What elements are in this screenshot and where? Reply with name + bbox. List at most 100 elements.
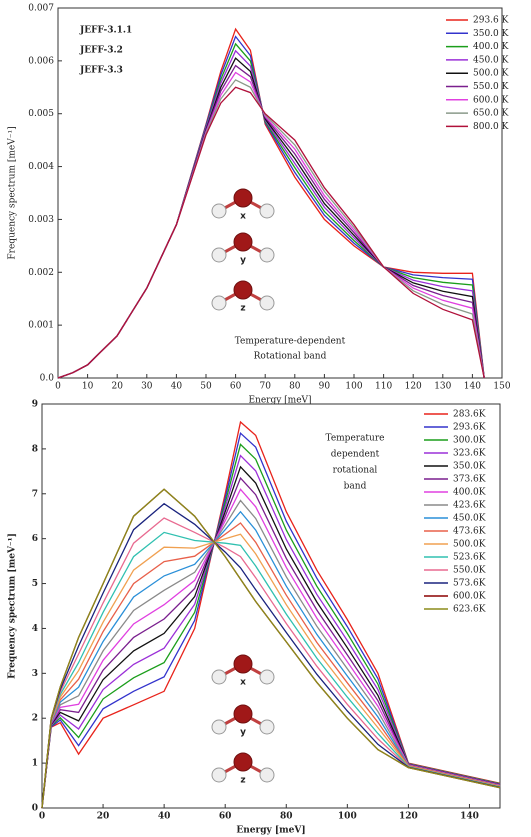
axis-letter: x — [240, 678, 246, 688]
y-tick-label: 0 — [32, 804, 38, 814]
legend-label: 293.6K — [453, 423, 486, 433]
legend-label: 523.6K — [453, 553, 486, 563]
y-tick-label: 0.005 — [28, 109, 54, 119]
x-tick-label: 140 — [460, 812, 479, 822]
x-tick-label: 20 — [111, 382, 123, 392]
x-tick-label: 70 — [259, 382, 271, 392]
molecule-icon — [211, 280, 275, 311]
oxygen — [233, 188, 253, 208]
series-line — [57, 27, 485, 379]
hydrogen — [211, 767, 227, 783]
x-tick-label: 80 — [289, 382, 301, 392]
legend-label: 573.6K — [453, 579, 486, 589]
y-axis-label: Frequency spectrum [meV⁻¹] — [8, 533, 18, 679]
legend-label: 450.0 K — [473, 55, 509, 65]
series-line — [41, 533, 501, 809]
x-tick-label: 10 — [82, 382, 94, 392]
hydrogen — [211, 669, 227, 685]
legend-label: 600.0K — [453, 592, 486, 602]
legend-label: 400.0K — [453, 488, 486, 498]
annotation: JEFF-3.3 — [79, 66, 123, 76]
molecule-icon — [211, 704, 275, 735]
series-line — [41, 465, 501, 809]
legend-label: 323.6K — [453, 449, 486, 459]
y-tick-label: 0.007 — [28, 4, 54, 14]
axis-letter: z — [240, 304, 245, 314]
x-tick-label: 30 — [141, 382, 153, 392]
y-tick-label: 0.006 — [28, 56, 54, 66]
x-tick-label: 100 — [338, 812, 357, 822]
x-tick-label: 0 — [55, 382, 61, 392]
molecule-icon — [211, 752, 275, 783]
hydrogen — [259, 669, 275, 685]
y-tick-label: 3 — [32, 669, 38, 679]
chart: 0 20 40 60 80 100 120 140 0 1 2 3 4 5 6 7 8 9 Energy [meV]… — [8, 400, 501, 836]
hydrogen — [259, 767, 275, 783]
x-tick-label: 120 — [399, 812, 418, 822]
legend-label: 550.0K — [453, 566, 486, 576]
legend-label: 800.0 K — [473, 122, 509, 132]
y-tick-label: 6 — [32, 534, 38, 544]
x-tick-label: 0 — [39, 812, 45, 822]
x-tick-label: 40 — [158, 812, 171, 822]
molecule-icon — [211, 188, 275, 219]
legend-label: 350.0 K — [473, 29, 509, 39]
y-tick-label: 0.001 — [28, 321, 54, 331]
y-tick-label: 0.004 — [28, 162, 54, 172]
y-tick-label: 5 — [32, 579, 38, 589]
y-tick-label: 0.002 — [28, 268, 54, 278]
series-line — [57, 64, 485, 379]
series-line — [41, 522, 501, 809]
axis-letter: x — [240, 212, 246, 222]
series-line — [41, 431, 501, 809]
series-line — [41, 476, 501, 809]
annotation: Temperature-dependent — [235, 337, 346, 347]
hydrogen — [211, 295, 227, 311]
y-tick-label: 0.003 — [28, 215, 54, 225]
x-tick-label: 150 — [493, 382, 510, 392]
plot-frame — [41, 403, 501, 809]
axis-letter: z — [240, 776, 245, 786]
series-line — [41, 488, 501, 809]
legend-label: 473.6K — [453, 527, 486, 537]
x-tick-label: 120 — [405, 382, 422, 392]
annotation: rotational — [333, 466, 378, 476]
legend-label: 623.6K — [453, 605, 486, 615]
legend-label: 373.6K — [453, 475, 486, 485]
legend-label: 500.0 K — [473, 69, 509, 79]
y-tick-label: 1 — [32, 759, 38, 769]
axis-letter: y — [240, 728, 246, 738]
x-tick-label: 60 — [230, 382, 242, 392]
x-tick-label: 20 — [97, 812, 110, 822]
hydrogen — [259, 295, 275, 311]
legend-label: 300.0K — [453, 436, 486, 446]
x-tick-label: 60 — [219, 812, 232, 822]
series-line — [41, 531, 501, 809]
oxygen — [233, 280, 253, 300]
annotation: Temperature — [326, 434, 385, 444]
oxygen — [233, 232, 253, 252]
annotation: Rotational band — [254, 352, 327, 362]
legend-label: 293.6 K — [473, 16, 509, 26]
legend-label: 550.0 K — [473, 82, 509, 92]
y-axis-label: Frequency spectrum [meV⁻¹] — [8, 126, 18, 259]
series-line — [41, 443, 501, 809]
series-line — [41, 499, 501, 809]
hydrogen — [259, 247, 275, 263]
legend-label: 400.0 K — [473, 42, 509, 52]
oxygen — [233, 752, 253, 772]
x-tick-label: 100 — [345, 382, 362, 392]
oxygen — [233, 654, 253, 674]
hydrogen — [259, 203, 275, 219]
hydrogen — [211, 719, 227, 735]
y-tick-label: 4 — [32, 624, 38, 634]
legend-label: 423.6K — [453, 501, 486, 511]
x-tick-label: 110 — [375, 382, 392, 392]
x-axis-label: Energy [meV] — [248, 396, 311, 406]
series-line — [41, 488, 501, 809]
molecule-icon — [211, 654, 275, 685]
annotation: dependent — [331, 450, 380, 460]
axis-letter: y — [240, 256, 246, 266]
legend-label: 450.0K — [453, 514, 486, 524]
